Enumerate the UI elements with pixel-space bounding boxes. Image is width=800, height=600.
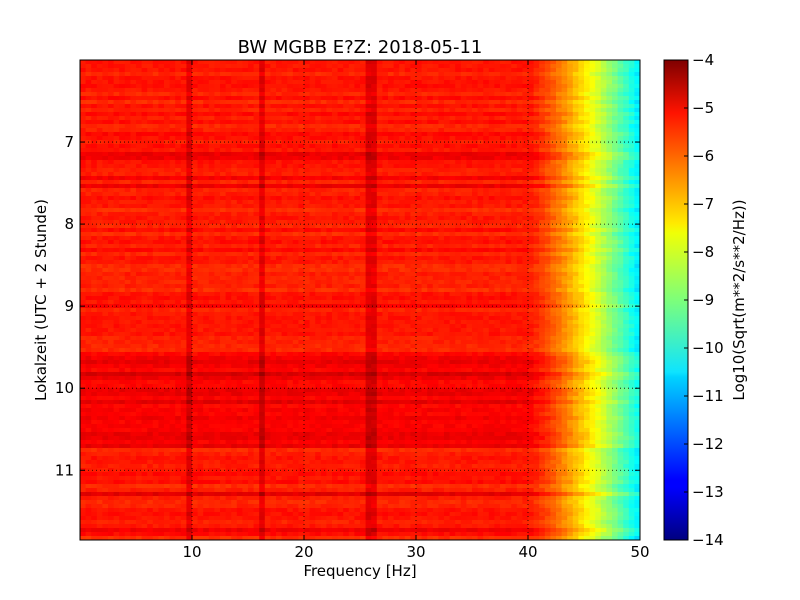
spectrogram-heatmap bbox=[80, 60, 640, 540]
x-tick-label: 20 bbox=[294, 543, 313, 561]
colorbar-tick-label: −4 bbox=[692, 51, 714, 69]
colorbar-tick-label: −6 bbox=[692, 147, 714, 165]
y-tick-label: 11 bbox=[55, 461, 74, 479]
colorbar-label: Log10(Sqrt(m**2/s**2/Hz)) bbox=[730, 199, 748, 400]
y-axis: 7 8 9 10 11 bbox=[55, 133, 640, 479]
x-tick-label: 50 bbox=[630, 543, 649, 561]
colorbar-tick-label: −13 bbox=[692, 483, 724, 501]
colorbar-tick-label: −5 bbox=[692, 99, 714, 117]
x-tick-label: 30 bbox=[406, 543, 425, 561]
y-tick-label: 9 bbox=[64, 297, 74, 315]
chart-title: BW MGBB E?Z: 2018-05-11 bbox=[238, 37, 483, 58]
x-tick-label: 40 bbox=[518, 543, 537, 561]
colorbar-tick-label: −8 bbox=[692, 243, 714, 261]
y-tick-label: 8 bbox=[64, 215, 74, 233]
y-axis-label: Lokalzeit (UTC + 2 Stunde) bbox=[32, 199, 50, 401]
x-axis-label: Frequency [Hz] bbox=[303, 562, 416, 580]
colorbar-tick-label: −9 bbox=[692, 291, 714, 309]
plot-frame bbox=[79, 59, 641, 541]
y-tick-label: 10 bbox=[55, 379, 74, 397]
colorbar-tick-label: −12 bbox=[692, 435, 724, 453]
colorbar-tick-label: −10 bbox=[692, 339, 724, 357]
x-tick-label: 10 bbox=[182, 543, 201, 561]
colorbar-tick-label: −14 bbox=[692, 531, 724, 549]
colorbar-tick-label: −11 bbox=[692, 387, 724, 405]
y-tick-label: 7 bbox=[64, 133, 74, 151]
x-axis: 10 20 30 40 50 bbox=[182, 60, 650, 561]
colorbar-axis: −4 −5 −6 −7 −8 −9 −10 −11 −12 −13 −14 bbox=[684, 51, 724, 549]
colorbar-tick-label: −7 bbox=[692, 195, 714, 213]
